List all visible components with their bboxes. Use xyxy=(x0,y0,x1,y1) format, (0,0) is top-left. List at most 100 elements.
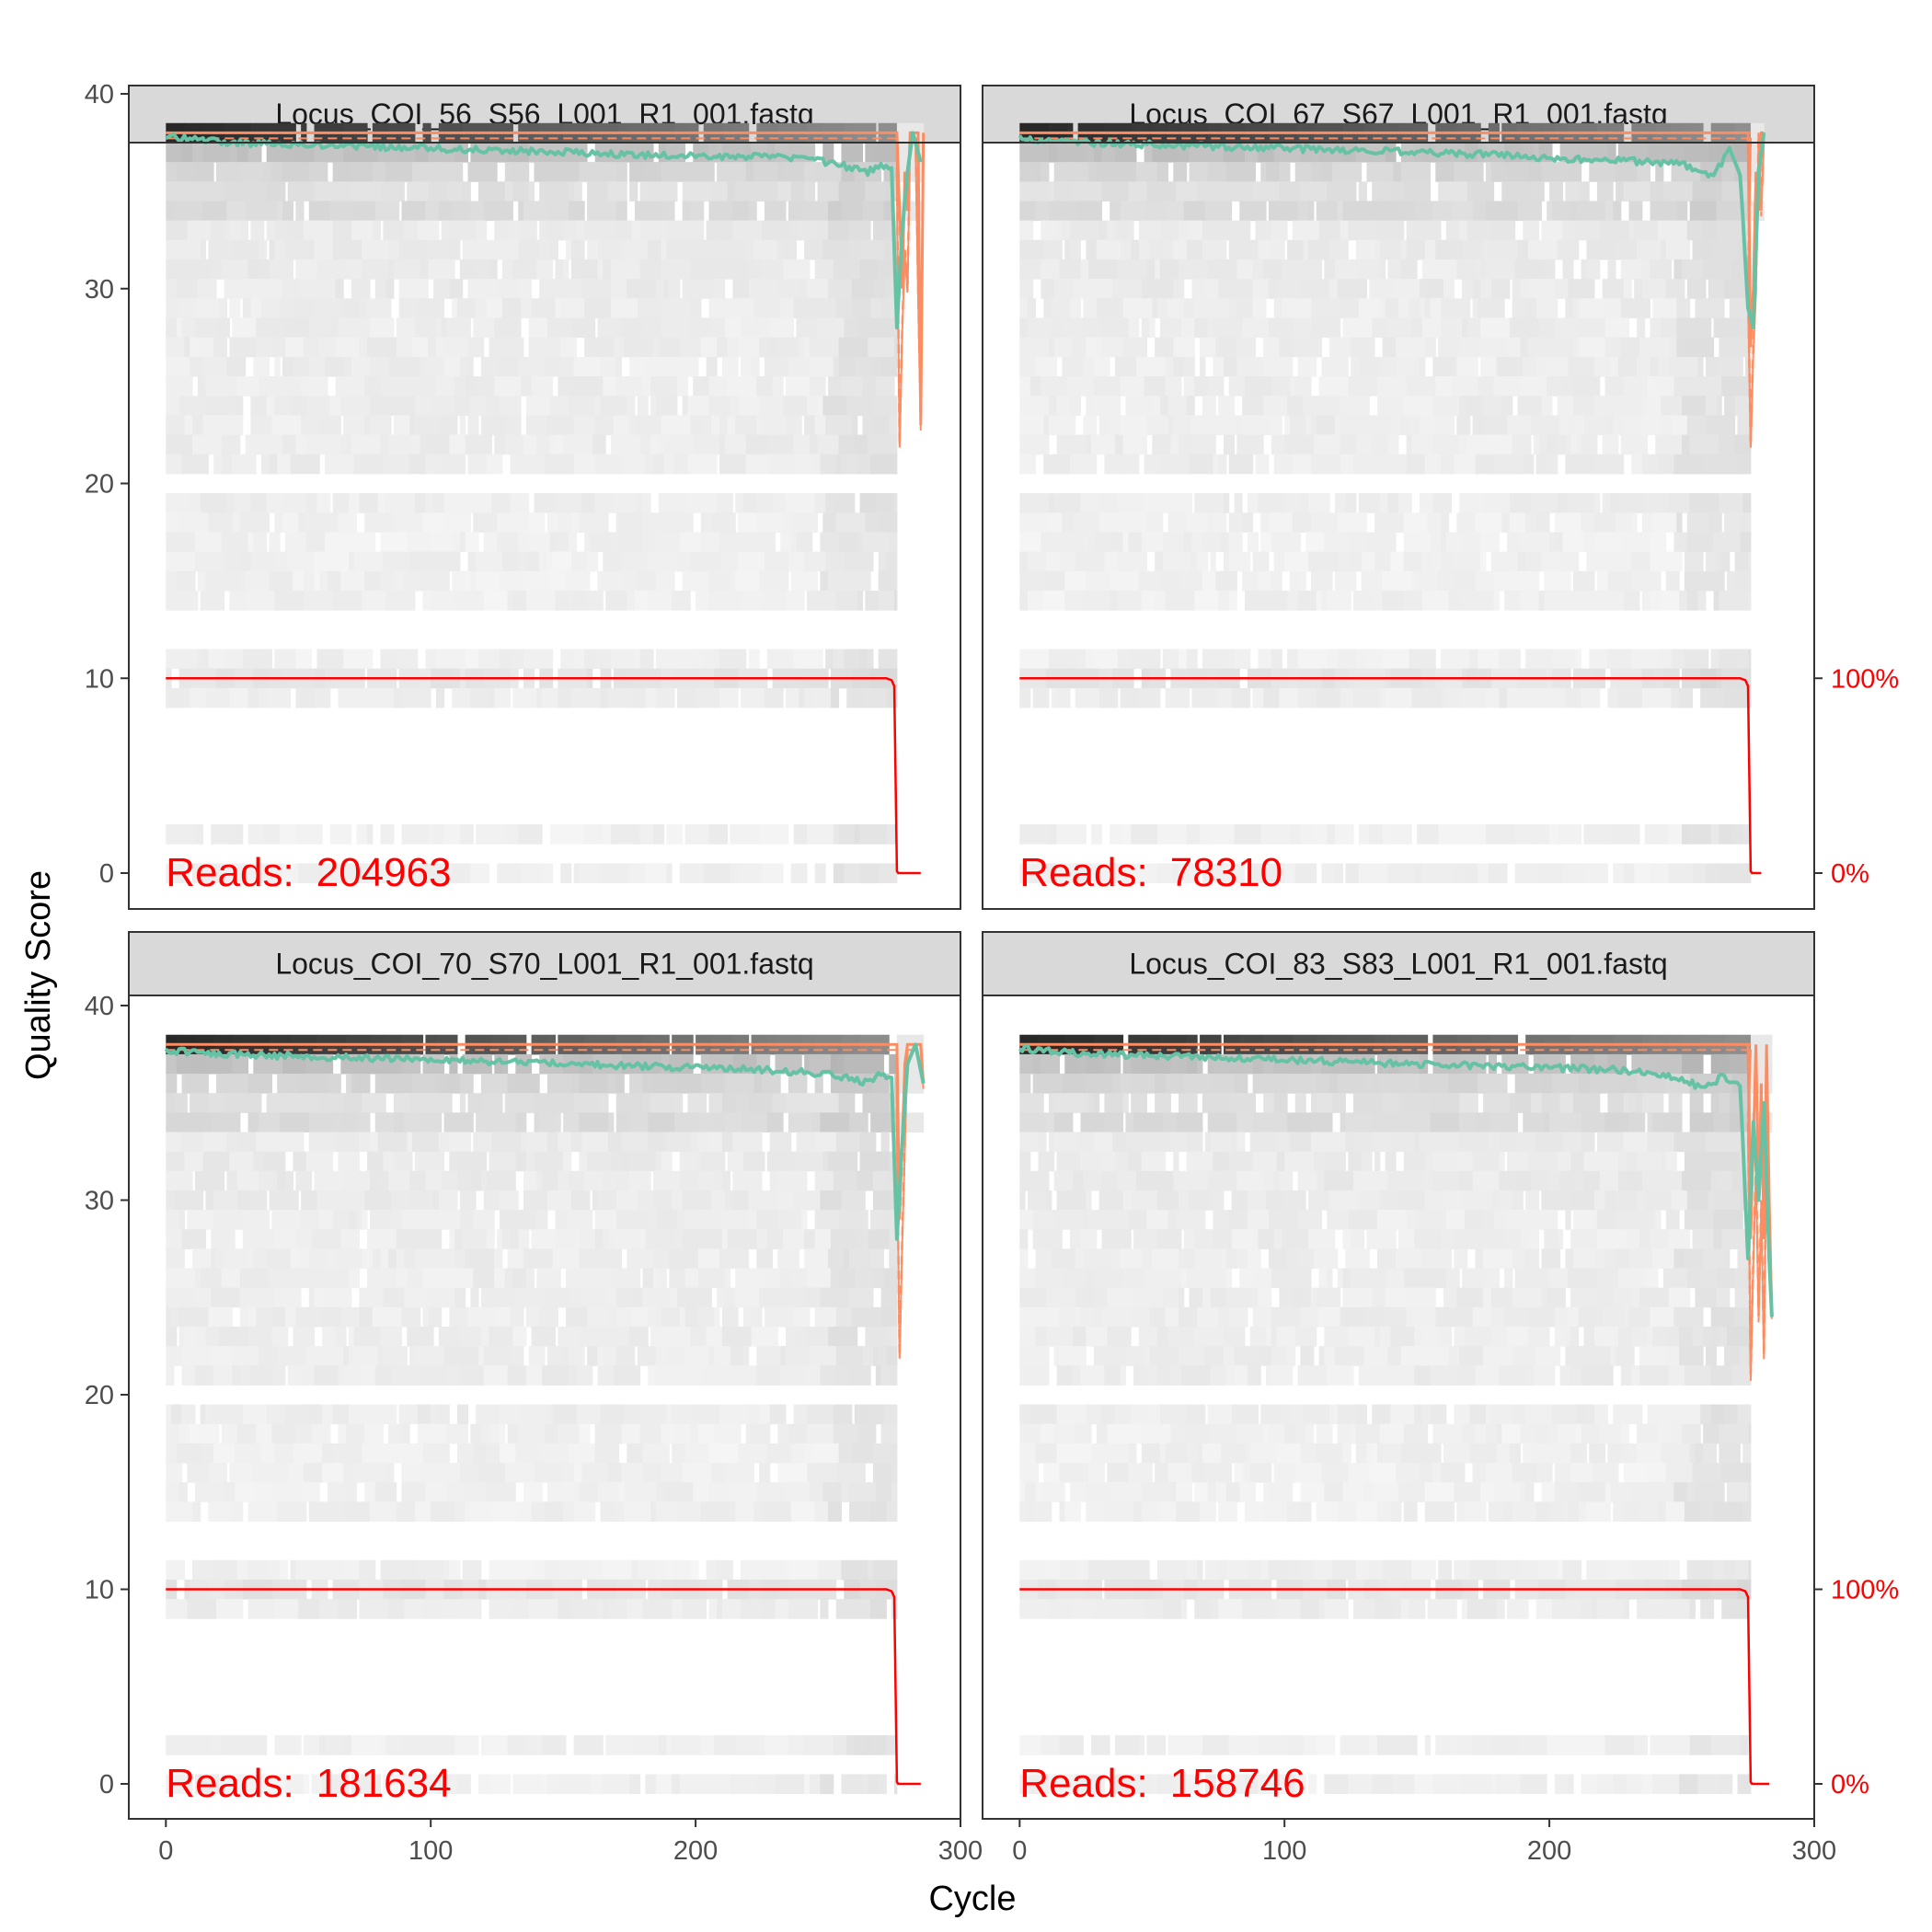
heatmap-tile xyxy=(645,1229,675,1249)
heatmap-tile xyxy=(714,687,720,708)
heatmap-tile xyxy=(1162,1112,1177,1133)
heatmap-tile xyxy=(192,1559,214,1581)
heatmap-tile xyxy=(886,1501,898,1522)
heatmap-tile xyxy=(714,1346,731,1366)
heatmap-tile xyxy=(353,1326,382,1347)
heatmap-tile xyxy=(346,1423,365,1444)
heatmap-tile xyxy=(1525,298,1537,319)
heatmap-tile xyxy=(1221,1248,1227,1270)
heatmap-tile xyxy=(470,570,477,592)
heatmap-tile xyxy=(835,1053,845,1075)
heatmap-tile xyxy=(1083,1093,1089,1113)
heatmap-tile xyxy=(1183,1774,1203,1795)
heatmap-tile xyxy=(899,201,903,222)
heatmap-tile xyxy=(1517,1170,1532,1191)
heatmap-tile xyxy=(1159,454,1190,475)
heatmap-tile xyxy=(1276,1599,1301,1619)
heatmap-tile xyxy=(1324,1482,1344,1502)
heatmap-tile xyxy=(624,1482,633,1502)
heatmap-tile xyxy=(1596,1210,1616,1230)
heatmap-tile xyxy=(545,1287,569,1308)
heatmap-tile xyxy=(1125,1248,1143,1270)
heatmap-tile xyxy=(809,356,834,377)
heatmap-tile xyxy=(650,1501,657,1522)
heatmap-tile xyxy=(1019,259,1041,280)
heatmap-tile xyxy=(1316,1074,1330,1094)
heatmap-tile xyxy=(1324,1326,1349,1347)
heatmap-tile xyxy=(777,1248,799,1270)
heatmap-tile xyxy=(178,396,206,416)
heatmap-tile xyxy=(1093,532,1113,553)
heatmap-tile xyxy=(1551,1074,1580,1094)
heatmap-tile xyxy=(1027,551,1047,572)
heatmap-tile xyxy=(1374,239,1381,260)
heatmap-tile xyxy=(1186,824,1201,845)
heatmap-tile xyxy=(1236,415,1243,436)
heatmap-tile xyxy=(1245,590,1259,611)
heatmap-tile xyxy=(1647,1112,1653,1133)
heatmap-tile xyxy=(388,239,400,260)
heatmap-tile xyxy=(245,181,268,201)
heatmap-tile xyxy=(417,220,440,241)
heatmap-tile xyxy=(235,396,244,416)
heatmap-tile xyxy=(581,1463,609,1483)
heatmap-tile xyxy=(1088,259,1119,280)
heatmap-tile xyxy=(388,1170,410,1191)
heatmap-tile xyxy=(1512,298,1526,319)
heatmap-tile xyxy=(202,201,228,222)
heatmap-tile xyxy=(325,532,350,553)
heatmap-tile xyxy=(719,687,739,708)
heatmap-tile xyxy=(414,396,431,416)
heatmap-tile xyxy=(621,1423,641,1444)
heatmap-tile xyxy=(332,1112,341,1133)
heatmap-tile xyxy=(1072,162,1089,182)
heatmap-tile xyxy=(329,396,341,416)
heatmap-tile xyxy=(259,376,278,397)
heatmap-tile xyxy=(854,1404,868,1425)
heatmap-tile xyxy=(1138,1326,1158,1347)
heatmap-tile xyxy=(1019,298,1029,319)
heatmap-tile xyxy=(1236,1132,1246,1153)
heatmap-tile xyxy=(166,863,185,884)
heatmap-tile xyxy=(1570,1463,1593,1483)
heatmap-tile xyxy=(785,1346,802,1366)
heatmap-tile xyxy=(425,1287,455,1308)
heatmap-tile xyxy=(1490,551,1519,572)
heatmap-tile xyxy=(266,1559,281,1581)
heatmap-tile xyxy=(431,1501,455,1522)
heatmap-tile xyxy=(1258,649,1272,670)
heatmap-tile xyxy=(721,551,739,572)
heatmap-tile xyxy=(414,493,426,513)
heatmap-tile xyxy=(1260,1559,1270,1581)
heatmap-tile xyxy=(610,1268,641,1289)
heatmap-tile xyxy=(393,376,408,397)
heatmap-tile xyxy=(1631,1482,1656,1502)
heatmap-tile xyxy=(759,824,789,845)
heatmap-tile xyxy=(269,570,293,592)
heatmap-tile xyxy=(229,590,247,611)
heatmap-tile xyxy=(687,493,718,513)
heatmap-tile xyxy=(653,1190,673,1211)
heatmap-tile xyxy=(1541,1248,1561,1270)
heatmap-tile xyxy=(1372,1482,1399,1502)
heatmap-tile xyxy=(431,863,447,884)
heatmap-tile xyxy=(682,1229,694,1249)
heatmap-tile xyxy=(449,1559,461,1581)
heatmap-tile xyxy=(1300,824,1315,845)
heatmap-tile xyxy=(1363,1306,1384,1328)
heatmap-tile xyxy=(603,551,622,572)
heatmap-tile xyxy=(446,1074,461,1094)
heatmap-tile xyxy=(282,201,293,222)
heatmap-tile xyxy=(1236,1112,1254,1133)
heatmap-tile xyxy=(1466,181,1474,201)
heatmap-tile xyxy=(785,1093,811,1113)
heatmap-tile xyxy=(1686,590,1698,611)
heatmap-tile xyxy=(1372,181,1391,201)
heatmap-tile xyxy=(870,1501,887,1522)
heatmap-tile xyxy=(1451,551,1481,572)
heatmap-tile xyxy=(1282,1229,1309,1249)
heatmap-tile xyxy=(476,570,500,592)
heatmap-tile xyxy=(1258,1229,1275,1249)
heatmap-tile xyxy=(1167,1210,1177,1230)
heatmap-tile xyxy=(1661,1151,1667,1172)
